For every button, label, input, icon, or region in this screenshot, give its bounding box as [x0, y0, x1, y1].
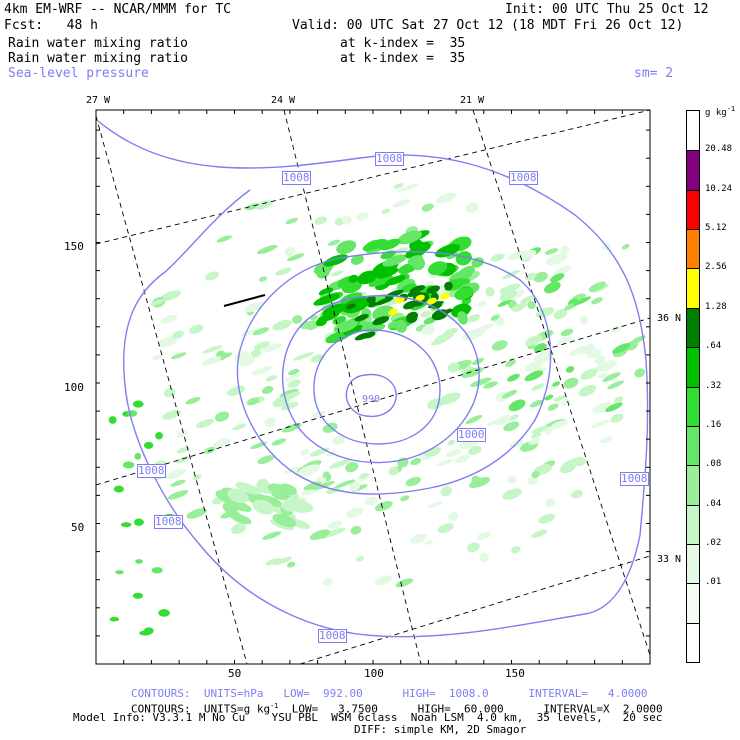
meridian-21w: [472, 110, 650, 656]
rain-water-shading: [108, 183, 646, 636]
contour-label: 1008: [282, 171, 311, 185]
colorbar-cell: [687, 268, 699, 309]
colorbar-label: 2.56: [705, 262, 727, 273]
overlay-smoothing: sm= 2: [634, 66, 674, 81]
colorbar-cell: [687, 425, 699, 466]
contour-info-pressure: CONTOURS: UNITS=hPa LOW= 992.00 HIGH= 10…: [131, 687, 648, 700]
parallel-36n: [96, 317, 650, 486]
graticule-lines: [96, 110, 650, 664]
x-tick-label: 100: [364, 667, 384, 680]
meridian-27w: [96, 115, 248, 664]
colorbar-label: 1.28: [705, 301, 727, 312]
colorbar-label: .02: [705, 537, 722, 548]
model-info-diffusion: DIFF: simple KM, 2D Smagor: [354, 723, 527, 736]
lon-label: 24 W: [271, 95, 296, 106]
contour-label: 1008: [137, 464, 166, 478]
init-time: Init: 00 UTC Thu 25 Oct 12: [505, 2, 709, 17]
field2-name: Rain water mixing ratio: [8, 51, 189, 66]
colorbar-cell: [687, 465, 699, 506]
forecast-hour: Fcst: 48 h: [4, 18, 98, 33]
field1-level: at k-index = 35: [340, 36, 466, 51]
colorbar: [686, 110, 700, 663]
isobar-1008: [97, 120, 649, 638]
axis-ticks: [96, 110, 650, 664]
colorbar-label: .08: [705, 459, 722, 470]
colorbar-cell: [687, 111, 699, 151]
isobar-990: [345, 373, 397, 418]
isobar-1000: [281, 294, 480, 464]
contour-label: 1008: [620, 472, 649, 486]
colorbar-cell: [687, 622, 699, 663]
colorbar-label: .04: [705, 498, 722, 509]
track-line: [223, 294, 266, 307]
colorbar-unit: g kg-1: [705, 105, 736, 118]
isobar-1008-inner: [236, 250, 552, 495]
parallel-upper: [96, 110, 650, 245]
colorbar-cell: [687, 504, 699, 545]
model-info: Model Info: V3.3.1 M No Cu YSU PBL WSM 6…: [73, 711, 663, 724]
colorbar-label: 10.24: [705, 183, 733, 194]
colorbar-label: .64: [705, 341, 722, 352]
colorbar-label: 20.48: [705, 144, 733, 155]
field1-name: Rain water mixing ratio: [8, 36, 189, 51]
lat-label: 36 N: [657, 313, 682, 324]
y-tick-label: 100: [64, 381, 84, 394]
colorbar-cell: [687, 543, 699, 584]
colorbar-cell: [687, 386, 699, 427]
y-tick-label: 50: [71, 521, 85, 534]
lat-label: 33 N: [657, 554, 682, 565]
colorbar-label: .01: [705, 577, 722, 588]
model-title: 4km EM-WRF -- NCAR/MMM for TC: [4, 2, 231, 17]
y-tick-label: 150: [64, 240, 84, 253]
contour-label-center: 990: [362, 394, 381, 405]
colorbar-label: .16: [705, 419, 722, 430]
lon-label: 27 W: [86, 95, 111, 106]
contour-label: 1000: [457, 428, 486, 442]
x-tick-label: 50: [228, 667, 242, 680]
valid-time: Valid: 00 UTC Sat 27 Oct 12 (18 MDT Fri …: [292, 18, 684, 33]
contour-label: 1008: [154, 515, 183, 529]
colorbar-cell: [687, 583, 699, 624]
sea-level-pressure-contours: [97, 120, 649, 638]
isobar-996: [313, 329, 441, 445]
colorbar-label: .32: [705, 380, 722, 391]
lon-label: 21 W: [460, 95, 485, 106]
overlay-name: Sea-level pressure: [8, 66, 149, 81]
field2-level: at k-index = 35: [340, 51, 466, 66]
colorbar-cell: [687, 189, 699, 230]
contour-label: 1008: [375, 152, 404, 166]
colorbar-cell: [687, 347, 699, 387]
colorbar-label: 5.12: [705, 223, 727, 234]
contour-info-rain: CONTOURS: UNITS=g kg-1 LOW= 3.7500 HIGH=…: [131, 702, 663, 716]
colorbar-cell: [687, 307, 699, 348]
x-tick-label: 150: [505, 667, 525, 680]
colorbar-cell: [687, 229, 699, 269]
colorbar-cell: [687, 150, 699, 191]
contour-label: 1008: [509, 171, 538, 185]
contour-label: 1008: [318, 629, 347, 643]
meridian-24w: [283, 110, 422, 664]
parallel-33n: [299, 555, 650, 664]
